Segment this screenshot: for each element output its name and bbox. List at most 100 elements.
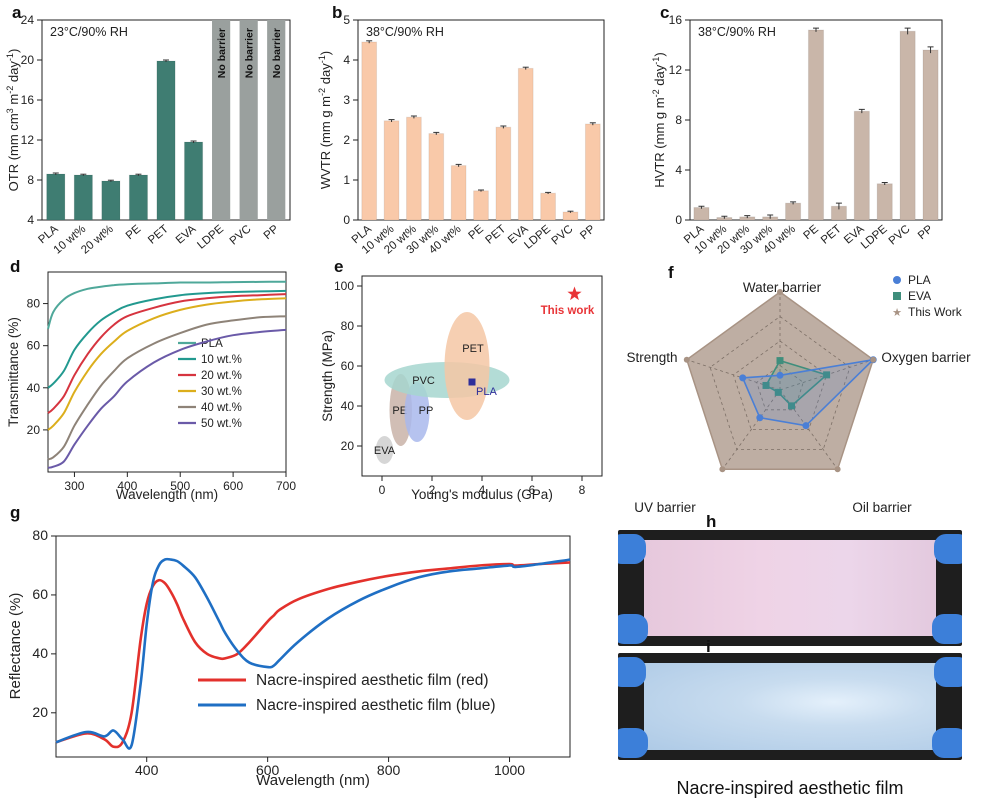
y-tick-label: 24 [21,13,35,27]
no-barrier-label: No barrier [244,28,256,78]
x-tick-label: LDPE [522,223,553,252]
bar [73,174,93,221]
series-line [47,315,287,461]
y-tick-label: 80 [341,319,355,333]
panel-letter-e: e [334,257,343,276]
x-tick-label: PVC [550,223,576,247]
y-axis-label: Transmittance (%) [6,317,21,427]
radar-point [719,466,726,473]
glove-icon [618,614,648,644]
y-tick-label: 0 [675,213,682,227]
label-part: cm [6,113,21,130]
label-part: HVTR (mm g [652,108,667,187]
region-ellipse [375,436,394,464]
bar-no-barrier [267,20,286,220]
y-tick-label: 20 [27,423,41,437]
radar-area [685,291,875,471]
x-tick-label: 2 [429,483,436,497]
y-tick-label: 40 [341,399,355,413]
y-axis-label: OTR (mm cm3 m-2 day-1) [5,49,21,192]
x-tick-label: 300 [64,479,84,493]
legend-label: 50 wt.% [201,418,242,430]
radar-point [756,414,764,422]
label-part: ) [318,51,333,55]
y-axis-label: Reflectance (%) [7,593,24,700]
y-axis-label: WVTR (mm g m-2 day-1) [317,51,333,189]
x-axis-label: Wavelength (nm) [116,487,218,502]
no-barrier-label: No barrier [271,28,283,78]
x-tick-label: 600 [223,479,243,493]
region-label: EVA [374,445,396,457]
bar-no-barrier [212,20,231,220]
x-tick-label: 600 [256,762,280,778]
radar-axis-label: Oxygen barrier [881,350,971,365]
glove-icon [618,728,648,758]
y-tick-label: 2 [343,133,350,147]
bar [517,67,534,221]
legend-label: 10 wt.% [201,354,242,366]
radar-spoke [686,359,781,391]
x-tick-label: PVC [887,223,913,247]
blue-film-sheet [644,663,936,750]
y-tick-label: 4 [675,163,682,177]
bar [922,49,939,221]
legend-label: This Work [908,305,963,319]
label-part: -1 [317,55,327,63]
bar [361,41,378,221]
y-tick-label: 0 [343,213,350,227]
radar-spoke [779,389,838,470]
condition-label: 23°C/90% RH [50,25,128,39]
y-tick-label: 3 [343,93,350,107]
x-tick-label: PP [262,223,282,242]
label-part: 3 [5,108,15,113]
y-tick-label: 1 [343,173,350,187]
y-axis-label: HVTR (mm g m-2 day-1) [651,52,667,187]
y-tick-label: 8 [27,173,34,187]
glove-icon [932,728,962,758]
x-axis-label: Young's modulus (GPa) [411,487,553,502]
chart-panel-f: Water barrier Oxygen barrier Oil barrier UV… [626,273,971,515]
point-label: PLA [476,386,497,398]
label-part: -1 [5,53,15,61]
bar [562,211,579,221]
bar [101,180,121,221]
y-tick-label: 100 [334,279,354,293]
label-part: day [318,63,333,84]
panel-letter-b: b [332,3,342,22]
bar-no-barrier [239,20,258,220]
label-part: ) [652,52,667,56]
point-label: This work [541,305,595,317]
radar-point [823,371,831,379]
label-part: day [6,61,21,82]
x-tick-label: LDPE [859,223,890,252]
legend-label: EVA [908,289,931,303]
bar [156,60,176,221]
x-tick-label: PVC [228,223,254,247]
radar-series [741,358,876,427]
panel-letter-i: i [706,637,711,656]
y-tick-label: 60 [32,586,48,602]
series-line [47,293,287,414]
radar-point [776,357,784,365]
radar-point [802,422,810,430]
glove-icon [932,614,962,644]
y-tick-label: 16 [21,93,35,107]
series-line [55,561,571,749]
panel-letter-g: g [10,503,20,522]
bar [495,126,512,221]
x-tick-label: 8 [579,483,586,497]
bar [876,183,893,221]
chart-panel-g: 400 600 800 1000 20 40 60 80 Nacre-inspired aest… [7,527,571,789]
photo-i-blue-film [618,653,962,760]
x-tick-label: 4 [479,483,486,497]
label-part: m [652,97,667,108]
y-tick-label: 8 [675,113,682,127]
pink-film-sheet [644,540,936,636]
glove-icon [618,534,646,564]
y-tick-label: 16 [669,13,683,27]
y-tick-label: 60 [27,339,41,353]
label-part: -2 [317,88,327,96]
region-label: PET [462,343,484,355]
legend-marker [893,292,901,300]
